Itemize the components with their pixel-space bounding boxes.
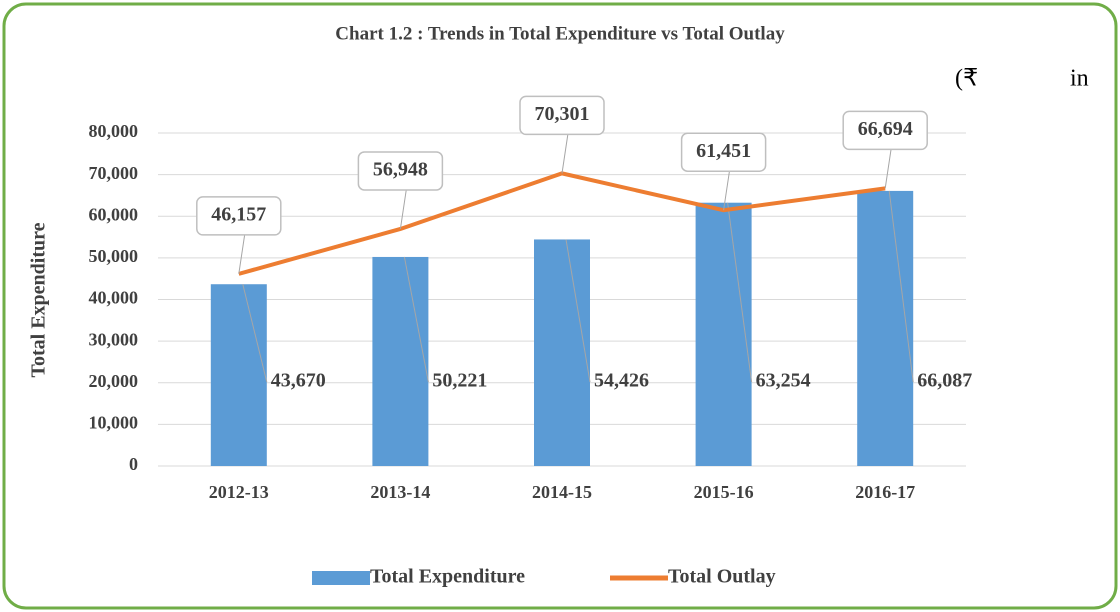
line-value-label: 70,301 [535,103,590,125]
y-axis-label: Total Expenditure [28,222,50,377]
y-tick-label: 10,000 [89,413,139,433]
callout-pointer [399,188,407,230]
leader-line [727,202,753,383]
x-tick-label: 2012-13 [209,482,269,502]
callout-box [680,132,767,172]
bar [534,239,590,466]
leader-line [888,190,914,383]
legend-label: Total Expenditure [370,566,525,588]
callout-pointer [238,233,246,274]
bar [695,202,752,466]
callout-pointer [561,133,569,174]
x-tick-label: 2015-16 [694,482,754,502]
y-tick-label: 60,000 [89,204,139,224]
callout-box [357,151,444,191]
callout-box [842,110,928,151]
bar [210,284,267,466]
unit-note: (₹ [955,66,978,92]
leader-line [565,239,591,383]
y-tick-label: 80,000 [89,121,139,141]
line-value-label: 61,451 [696,140,751,162]
leader-line [242,284,268,383]
legend-label: Total Outlay [668,566,776,588]
bar [372,256,429,466]
x-tick-label: 2014-15 [532,482,592,502]
y-tick-label: 30,000 [89,329,139,349]
bar-value-label: 63,254 [756,370,811,392]
x-tick-label: 2016-17 [855,482,915,502]
callout-pointer [723,170,731,211]
bar-value-label: 54,426 [594,370,649,392]
x-tick-label: 2013-14 [370,482,430,502]
bar-value-label: 43,670 [271,370,326,392]
callout-box [519,95,605,136]
unit-note: in [1070,66,1089,92]
legend-swatch [312,571,370,585]
callout-pointer [884,148,892,189]
y-tick-label: 70,000 [89,163,139,183]
line-value-label: 66,694 [858,118,913,140]
callout-box [196,196,282,236]
bar [857,190,914,467]
bar-value-label: 50,221 [432,370,487,392]
y-tick-label: 50,000 [89,246,139,266]
leader-line [403,256,429,383]
line-value-label: 46,157 [211,203,266,225]
y-tick-label: 40,000 [89,288,139,308]
y-tick-label: 20,000 [89,371,139,391]
chart-title: Chart 1.2 : Trends in Total Expenditure … [335,23,785,44]
bar-value-label: 66,087 [917,370,972,392]
line-value-label: 56,948 [373,159,428,181]
y-tick-label: 0 [129,454,138,474]
